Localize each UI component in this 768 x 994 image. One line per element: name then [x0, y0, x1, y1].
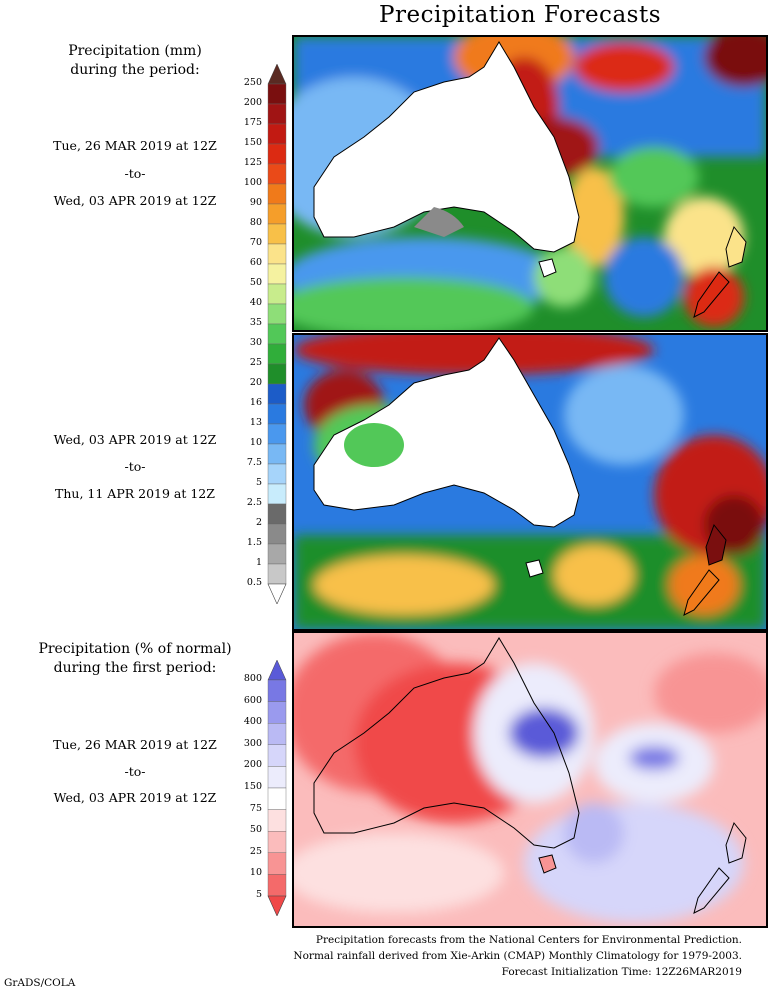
pct-tick-label: 800 — [243, 673, 262, 684]
mm-tick-label: 1.5 — [246, 537, 262, 548]
footer-line3: Forecast Initialization Time: 12Z26MAR20… — [501, 966, 742, 978]
mm-tick-label: 2.5 — [246, 497, 262, 508]
mm-swatch — [267, 143, 287, 165]
mm-tick-label: 175 — [243, 117, 262, 128]
footer-line2: Normal rainfall derived from Xie-Arkin (… — [293, 950, 742, 962]
pct-tick-label: 200 — [243, 759, 262, 771]
mm-tick-label: 30 — [249, 337, 262, 348]
period3-from: Tue, 26 MAR 2019 at 12Z — [53, 737, 217, 752]
pct-tick-label: 600 — [243, 694, 262, 706]
mm-tick-label: 25 — [249, 357, 262, 368]
credit: GrADS/COLA — [4, 977, 76, 989]
map-panel-week2 — [292, 333, 768, 631]
page-title: Precipitation Forecasts — [378, 2, 662, 28]
mm-swatch — [267, 383, 287, 405]
mm-swatch — [267, 423, 287, 445]
legend-mm-heading: Precipitation (mm) during the period: — [68, 43, 202, 78]
mm-swatch — [267, 543, 287, 565]
mm-tick-label: 16 — [249, 397, 262, 408]
mm-tick-label: 2 — [255, 517, 262, 528]
mm-arrow-bottom — [267, 583, 287, 604]
pct-swatch — [267, 701, 287, 724]
period2-from: Wed, 03 APR 2019 at 12Z — [53, 432, 217, 447]
pct-tick-label: 300 — [243, 737, 262, 749]
mm-tick-label: 250 — [243, 77, 262, 88]
mm-swatch — [267, 263, 287, 285]
mm-swatch — [267, 183, 287, 205]
period1-from: Tue, 26 MAR 2019 at 12Z — [53, 138, 217, 153]
mm-swatch — [267, 403, 287, 425]
mm-swatch — [267, 203, 287, 225]
mm-swatch — [267, 503, 287, 525]
mm-tick-label: 0.5 — [246, 577, 262, 588]
pct-swatch — [267, 852, 287, 875]
mm-swatch — [267, 83, 287, 105]
period3-sep: -to- — [124, 764, 146, 779]
pct-swatch — [267, 679, 287, 702]
mm-arrow-top — [267, 64, 287, 85]
mm-swatch — [267, 443, 287, 465]
mm-tick-label: 90 — [249, 197, 262, 208]
mm-swatch — [267, 223, 287, 245]
pct-tick-label: 75 — [249, 802, 262, 814]
mm-tick-label: 1 — [255, 557, 262, 568]
pct-arrow-bottom — [267, 895, 287, 916]
mm-tick-label: 70 — [249, 237, 262, 248]
pct-tick-label: 50 — [249, 824, 262, 836]
legend-pct-heading: Precipitation (% of normal) during the f… — [38, 641, 232, 676]
map-panel-week1 — [292, 35, 768, 332]
precip-pct-colorbar — [267, 660, 287, 916]
pct-swatch — [267, 766, 287, 789]
pct-swatch — [267, 830, 287, 853]
mm-tick-label: 125 — [243, 157, 262, 168]
pct-tick-label: 25 — [249, 845, 262, 857]
period2-to: Thu, 11 APR 2019 at 12Z — [55, 486, 215, 501]
mm-swatch — [267, 123, 287, 145]
mm-tick-label: 13 — [249, 417, 262, 428]
mm-swatch — [267, 303, 287, 325]
map-panel-percent-normal — [292, 631, 768, 928]
pct-swatch — [267, 744, 287, 767]
mm-swatch — [267, 323, 287, 345]
pct-swatch — [267, 809, 287, 832]
period1-sep: -to- — [124, 166, 146, 181]
mm-swatch — [267, 483, 287, 505]
mm-swatch — [267, 103, 287, 125]
precip-mm-colorbar — [267, 64, 287, 604]
mm-tick-label: 35 — [249, 317, 262, 328]
mm-tick-label: 10 — [249, 437, 262, 448]
mm-swatch — [267, 563, 287, 585]
mm-swatch — [267, 523, 287, 545]
mm-tick-label: 60 — [249, 257, 262, 268]
pct-tick-label: 10 — [249, 867, 262, 879]
mm-tick-label: 7.5 — [246, 457, 262, 468]
mm-tick-label: 40 — [249, 297, 262, 308]
mm-tick-label: 150 — [243, 137, 262, 148]
mm-swatch — [267, 163, 287, 185]
pct-tick-label: 400 — [243, 716, 262, 728]
mm-swatch — [267, 463, 287, 485]
mm-swatch — [267, 283, 287, 305]
pct-swatch — [267, 787, 287, 810]
mm-tick-label: 5 — [255, 477, 262, 488]
mm-tick-label: 200 — [243, 97, 262, 108]
mm-swatch — [267, 243, 287, 265]
footer-line1: Precipitation forecasts from the Nationa… — [315, 934, 742, 946]
pct-arrow-top — [267, 660, 287, 681]
pct-swatch — [267, 723, 287, 746]
mm-tick-label: 50 — [249, 277, 262, 288]
period2-sep: -to- — [124, 459, 146, 474]
mm-tick-label: 20 — [249, 377, 262, 388]
mm-swatch — [267, 363, 287, 385]
pct-tick-label: 150 — [243, 781, 262, 792]
period3-to: Wed, 03 APR 2019 at 12Z — [53, 790, 217, 805]
pct-tick-label: 5 — [255, 889, 262, 900]
pct-swatch — [267, 874, 287, 897]
mm-tick-label: 80 — [249, 217, 262, 228]
period1-to: Wed, 03 APR 2019 at 12Z — [53, 193, 217, 208]
mm-tick-label: 100 — [243, 177, 262, 188]
mm-swatch — [267, 343, 287, 365]
